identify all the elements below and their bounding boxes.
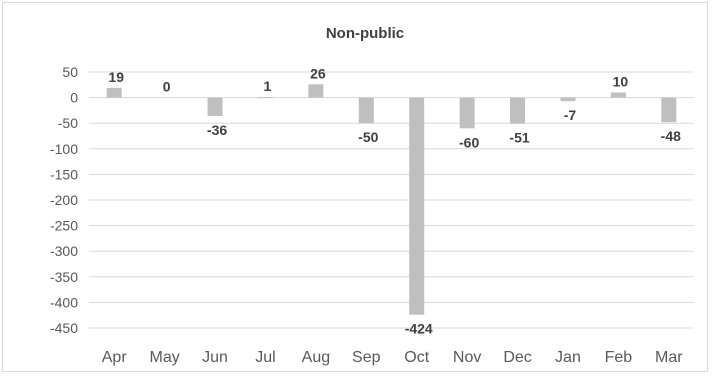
x-tick-label: Oct [404, 349, 429, 366]
data-label: 26 [310, 65, 326, 81]
data-label: 19 [108, 69, 124, 85]
y-tick-label: -350 [50, 269, 78, 285]
x-tick-label: Aug [302, 349, 330, 366]
x-tick-label: May [150, 349, 180, 366]
bar-oct [409, 97, 425, 315]
bar-feb [610, 92, 626, 98]
x-tick-label: Dec [503, 349, 531, 366]
data-label: -50 [358, 129, 378, 145]
y-tick-label: -150 [50, 166, 78, 182]
data-label: -60 [459, 134, 479, 150]
bar-mar [661, 97, 677, 123]
chart-frame [2, 2, 708, 372]
bar-nov [459, 97, 475, 129]
x-tick-label: Sep [352, 349, 381, 366]
x-tick-label: Apr [102, 349, 128, 366]
bar-jan [560, 97, 576, 102]
x-tick-label: Feb [605, 349, 633, 366]
y-tick-label: 50 [62, 64, 78, 80]
y-tick-label: -50 [58, 115, 78, 131]
bar-jun [207, 97, 223, 117]
data-label: -48 [661, 128, 681, 144]
data-label: 1 [264, 78, 272, 94]
y-tick-label: -250 [50, 218, 78, 234]
x-tick-label: Jul [255, 349, 275, 366]
y-tick-label: -100 [50, 141, 78, 157]
x-tick-label: Jan [555, 349, 581, 366]
x-tick-label: Nov [453, 349, 481, 366]
data-label: -36 [207, 122, 227, 138]
data-labels: 19 0 -36 1 26 -50 -424 -60 -51 -7 10 -48 [108, 65, 681, 336]
y-tick-label: 0 [70, 90, 78, 106]
data-label: -424 [405, 321, 433, 337]
data-label: 10 [613, 73, 629, 89]
bar-sep [358, 97, 374, 124]
bars [106, 84, 677, 315]
bar-aug [308, 84, 324, 98]
y-tick-label: -300 [50, 243, 78, 259]
x-tick-label: Mar [655, 349, 683, 366]
data-label: -51 [509, 130, 529, 146]
x-axis-ticks: Apr May Jun Jul Aug Sep Oct Nov Dec Jan Feb Mar [102, 349, 683, 366]
bar-dec [510, 97, 526, 124]
y-tick-label: -400 [50, 294, 78, 310]
data-label: -7 [564, 107, 577, 123]
x-tick-label: Jun [202, 349, 228, 366]
y-tick-label: -450 [50, 320, 78, 336]
y-axis-ticks: 50 0 -50 -100 -150 -200 -250 -300 -350 -400 -450 [50, 64, 78, 336]
data-label: 0 [163, 79, 171, 95]
bar-apr [106, 87, 122, 98]
y-tick-label: -200 [50, 192, 78, 208]
gridlines [89, 71, 694, 329]
bar-jul [257, 97, 273, 99]
chart-title: Non-public [326, 25, 404, 42]
